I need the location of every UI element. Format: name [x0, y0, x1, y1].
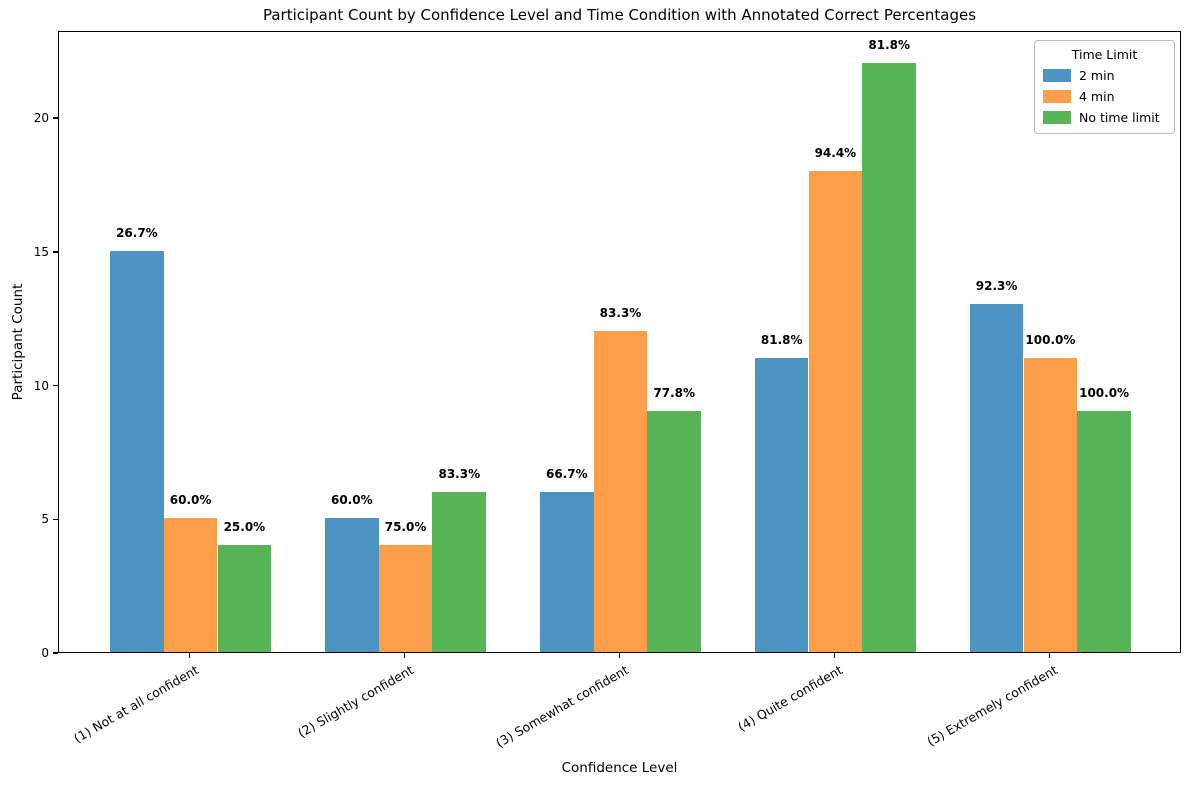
bar-annotation: 100.0%: [1079, 386, 1130, 401]
y-tick-label: 10: [33, 378, 49, 393]
x-tick-label: (2) Slightly confident: [294, 662, 416, 741]
bar-annotation: 83.3%: [438, 466, 481, 481]
bar: [432, 491, 487, 652]
legend-swatch-2min: [1043, 69, 1071, 82]
bar: [1023, 357, 1078, 652]
x-axis-label: Confidence Level: [561, 760, 678, 776]
legend: Time Limit 2 min 4 min No time limit: [1034, 40, 1175, 134]
bar-annotation: 100.0%: [1025, 332, 1076, 347]
legend-label-no-time-limit: No time limit: [1079, 110, 1160, 125]
bar: [539, 491, 594, 652]
chart-title: Participant Count by Confidence Level an…: [262, 6, 977, 24]
legend-swatch-4min: [1043, 90, 1071, 103]
bar: [647, 411, 702, 652]
legend-label-4min: 4 min: [1079, 89, 1115, 104]
legend-item: 2 min: [1043, 68, 1166, 83]
bar: [110, 250, 164, 652]
bar: [163, 518, 218, 652]
bar-annotation: 60.0%: [330, 493, 373, 508]
bar: [808, 170, 863, 652]
x-tick-label: (3) Somewhat confident: [492, 662, 631, 751]
x-tick-label: (5) Extremely confident: [924, 662, 1061, 750]
y-tick-mark: [53, 251, 58, 253]
y-tick-mark: [53, 652, 58, 654]
x-tick-mark: [403, 653, 406, 658]
y-tick-label: 15: [33, 244, 49, 259]
legend-swatch-no-time-limit: [1043, 111, 1071, 124]
bar: [969, 304, 1024, 652]
bar: [593, 331, 648, 652]
legend-label-2min: 2 min: [1079, 68, 1115, 83]
legend-item: 4 min: [1043, 89, 1166, 104]
x-tick-mark: [188, 653, 191, 658]
y-axis-label: Participant Count: [10, 283, 26, 401]
y-tick-mark: [53, 117, 58, 119]
x-tick-mark: [833, 653, 836, 658]
bar-annotation: 66.7%: [545, 466, 588, 481]
plot-area: 26.7% 60.0% 25.0% 60.0% 75.0% 83.3% 66.7% 83.3%…: [58, 31, 1181, 653]
bar-annotation: 94.4%: [814, 145, 857, 160]
bar: [862, 63, 916, 652]
x-tick-mark: [618, 653, 621, 658]
y-tick-label: 0: [41, 646, 49, 660]
bar: [378, 545, 433, 652]
y-tick-mark: [53, 518, 58, 520]
bar: [217, 545, 272, 652]
bar-annotation: 77.8%: [653, 386, 696, 401]
bar-annotation: 92.3%: [975, 279, 1018, 294]
bar: [325, 518, 379, 652]
y-tick-mark: [53, 384, 58, 387]
legend-item: No time limit: [1043, 110, 1166, 125]
y-tick-label: 5: [41, 512, 49, 527]
legend-title: Time Limit: [1071, 47, 1138, 62]
bar-annotation: 83.3%: [599, 306, 642, 320]
bar-annotation: 26.7%: [116, 225, 158, 240]
bar-annotation: 60.0%: [169, 493, 212, 508]
bar-annotation: 75.0%: [384, 520, 427, 534]
x-tick-label: (4) Quite confident: [735, 662, 846, 735]
bar-annotation: 81.8%: [868, 38, 911, 53]
bar-annotation: 25.0%: [223, 520, 266, 534]
bar: [1077, 411, 1131, 652]
y-tick-label: 20: [33, 110, 49, 125]
x-tick-mark: [1048, 653, 1051, 658]
x-tick-label: (1) Not at all confident: [70, 662, 201, 746]
bar: [754, 357, 809, 652]
bar-annotation: 81.8%: [760, 332, 803, 347]
